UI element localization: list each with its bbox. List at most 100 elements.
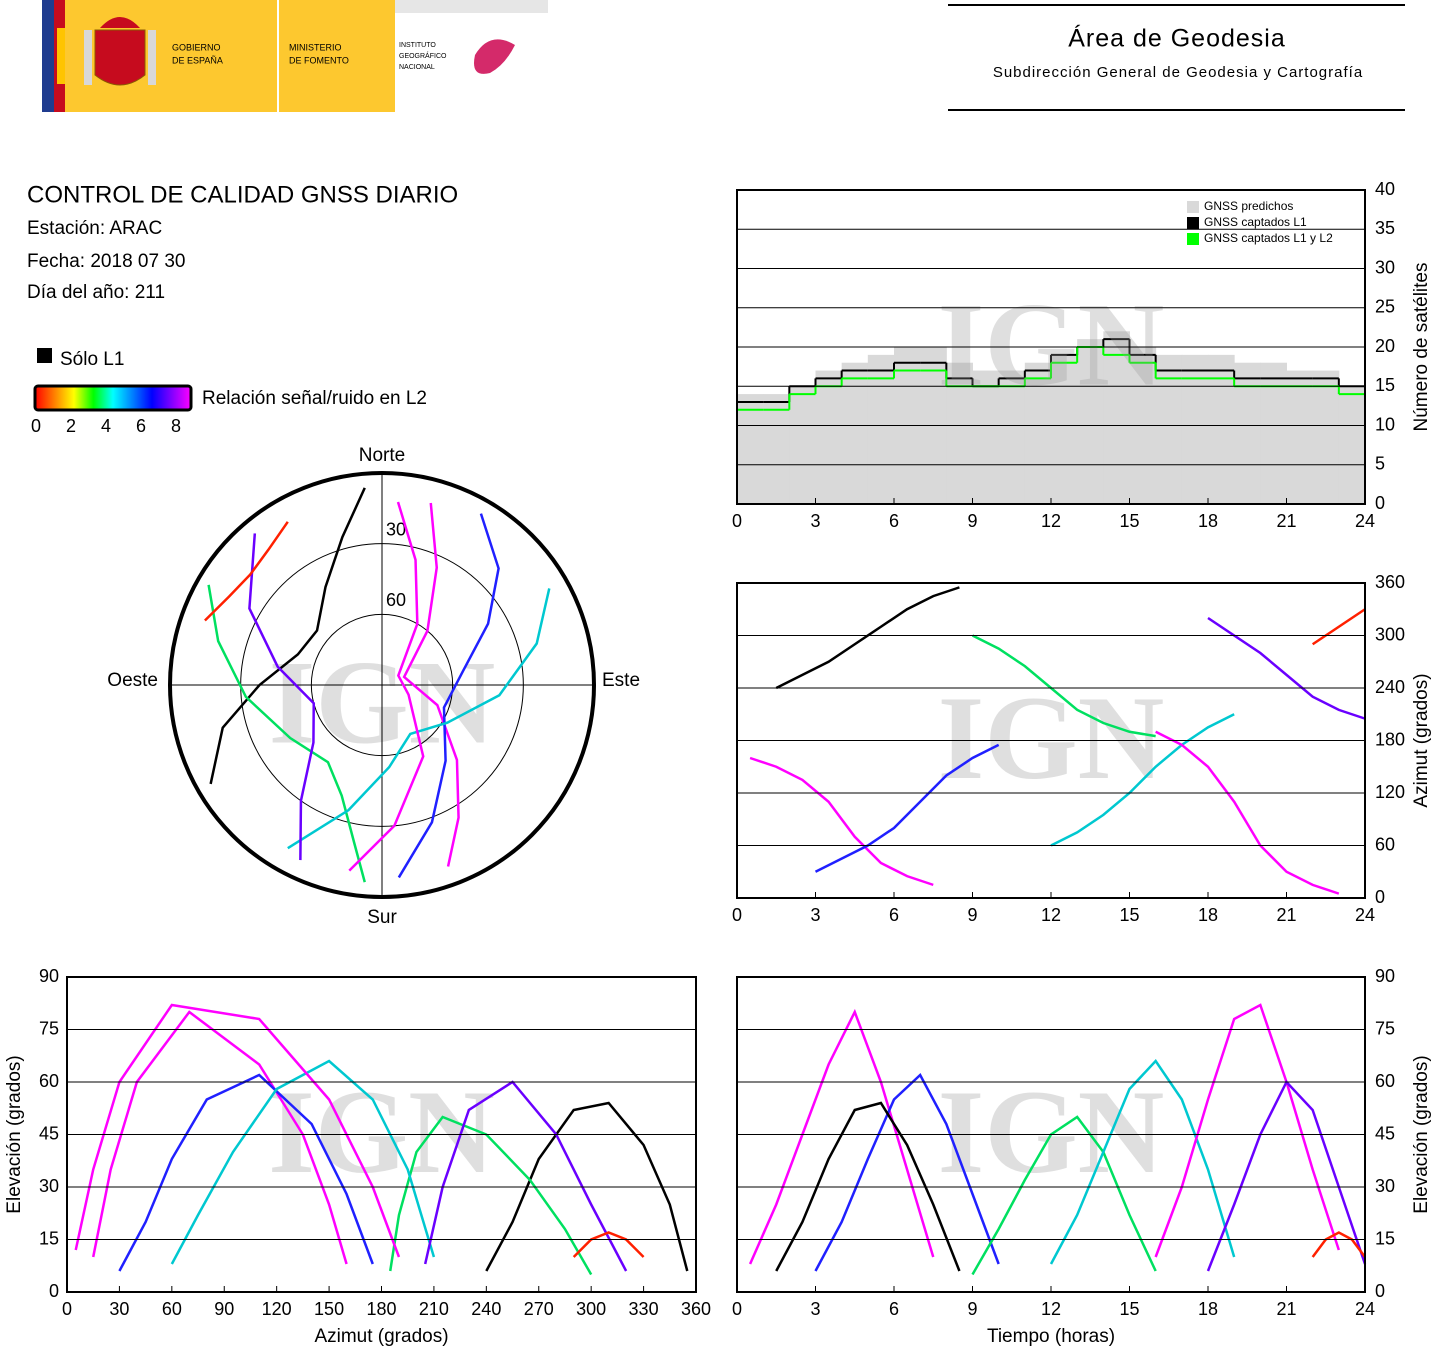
- predicted-bar: [1312, 370, 1340, 504]
- y-tick-label: 20: [1375, 336, 1395, 356]
- predicted-bar: [763, 394, 790, 504]
- report-title: CONTROL DE CALIDAD GNSS DIARIO: [27, 181, 458, 208]
- x-tick-label: 330: [629, 1299, 659, 1319]
- y-tick-label: 0: [1375, 887, 1385, 907]
- satellite-track: [1155, 730, 1340, 895]
- y-tick-label: 75: [39, 1018, 59, 1038]
- colorbar-tick-label: 6: [136, 416, 146, 436]
- satellite-track: [170, 1059, 436, 1265]
- x-tick-label: 0: [732, 905, 742, 925]
- y-tick-label: 90: [1375, 966, 1395, 986]
- satellite-track: [397, 513, 500, 879]
- y-tick-label: 90: [39, 966, 59, 986]
- y-tick-label: 45: [39, 1123, 59, 1143]
- colorbar-tick-label: 0: [31, 416, 41, 436]
- x-tick-label: 9: [967, 1299, 977, 1319]
- y-tick-label: 30: [1375, 257, 1395, 277]
- direction-label: Oeste: [107, 670, 158, 691]
- predicted-bar: [1208, 354, 1235, 504]
- logo-text: NACIONAL: [399, 64, 435, 71]
- watermark: IGN: [938, 671, 1165, 804]
- satellite-track: [1311, 608, 1366, 646]
- satellite-track: [1049, 1059, 1236, 1265]
- x-tick-label: 12: [1041, 511, 1061, 531]
- satellite-track: [118, 1073, 374, 1272]
- y-tick-label: 45: [1375, 1123, 1395, 1143]
- y-tick-label: 120: [1375, 782, 1405, 802]
- colorbar: [33, 384, 193, 412]
- x-tick-label: 30: [109, 1299, 129, 1319]
- legend-swatch: [1187, 233, 1199, 245]
- x-tick-label: 9: [967, 511, 977, 531]
- x-tick-label: 12: [1041, 905, 1061, 925]
- predicted-bar: [1286, 370, 1314, 504]
- legend-swatch: [1187, 217, 1199, 229]
- x-tick-label: 210: [419, 1299, 449, 1319]
- satellite-track: [91, 1010, 348, 1265]
- legend-label: GNSS predichos: [1204, 199, 1293, 213]
- watermark: IGN: [938, 1065, 1165, 1198]
- satellite-track: [74, 1003, 401, 1258]
- y-tick-label: 40: [1375, 179, 1395, 199]
- predicted-bar: [789, 386, 816, 504]
- satellite-track: [775, 1101, 961, 1272]
- x-tick-label: 9: [967, 905, 977, 925]
- plot-frame: [66, 976, 697, 1293]
- logo-text: GEOGRÁFICO: [399, 51, 447, 60]
- y-tick-label: 25: [1375, 297, 1395, 317]
- colorbar-tick-label: 2: [66, 416, 76, 436]
- y-tick-label: 60: [1375, 1071, 1395, 1091]
- x-tick-label: 60: [162, 1299, 182, 1319]
- direction-label: Norte: [359, 445, 405, 466]
- x-tick-label: 24: [1355, 905, 1375, 925]
- satellite-track: [204, 521, 289, 622]
- x-axis-label: Azimut (grados): [314, 1326, 448, 1347]
- flag-strip: [57, 28, 65, 84]
- x-tick-label: 0: [732, 511, 742, 531]
- crest-pillar: [84, 30, 92, 85]
- x-tick-label: 6: [889, 511, 899, 531]
- crest-crown: [100, 17, 140, 28]
- y-tick-label: 15: [1375, 375, 1395, 395]
- predicted-bar: [1338, 386, 1366, 504]
- legend-swatch: [37, 348, 52, 363]
- y-tick-label: 360: [1375, 572, 1405, 592]
- plot-frame: [736, 582, 1366, 899]
- predicted-bar: [998, 370, 1026, 504]
- x-tick-label: 120: [262, 1299, 292, 1319]
- y-tick-label: 30: [39, 1176, 59, 1196]
- info-line: Día del año: 211: [27, 282, 165, 303]
- satellite-track: [971, 1115, 1157, 1276]
- y-axis-label: Número de satélites: [1411, 263, 1432, 432]
- plot-frame: [736, 189, 1366, 505]
- logo-bar: [395, 0, 548, 13]
- y-tick-label: 60: [1375, 834, 1395, 854]
- colorbar-label: Relación señal/ruido en L2: [202, 388, 427, 409]
- area-subtitle: Subdirección General de Geodesia y Carto…: [993, 64, 1363, 81]
- y-tick-label: 60: [39, 1071, 59, 1091]
- satellite-track: [207, 584, 366, 883]
- direction-label: Sur: [367, 907, 397, 928]
- x-tick-label: 24: [1355, 1299, 1375, 1319]
- predicted-bar: [1234, 362, 1261, 504]
- satellite-track: [749, 756, 934, 887]
- watermark: IGN: [938, 278, 1165, 411]
- x-tick-label: 18: [1198, 905, 1218, 925]
- x-tick-label: 0: [62, 1299, 72, 1319]
- x-tick-label: 3: [810, 905, 820, 925]
- x-tick-label: 15: [1119, 905, 1139, 925]
- ring-label: 60: [386, 590, 406, 610]
- x-tick-label: 6: [889, 905, 899, 925]
- legend-label: GNSS captados L1 y L2: [1204, 231, 1333, 245]
- satellite-track: [572, 1231, 645, 1258]
- satellite-track: [814, 1072, 1000, 1272]
- predicted-bar: [1077, 339, 1104, 504]
- satellite-track: [814, 743, 1000, 873]
- satellite-track: [287, 588, 551, 850]
- y-axis-label: Azimut (grados): [1411, 673, 1432, 807]
- y-tick-label: 0: [1375, 493, 1385, 513]
- predicted-bar: [1103, 331, 1130, 504]
- satellite-track: [1311, 1231, 1367, 1258]
- predicted-bar: [815, 370, 843, 504]
